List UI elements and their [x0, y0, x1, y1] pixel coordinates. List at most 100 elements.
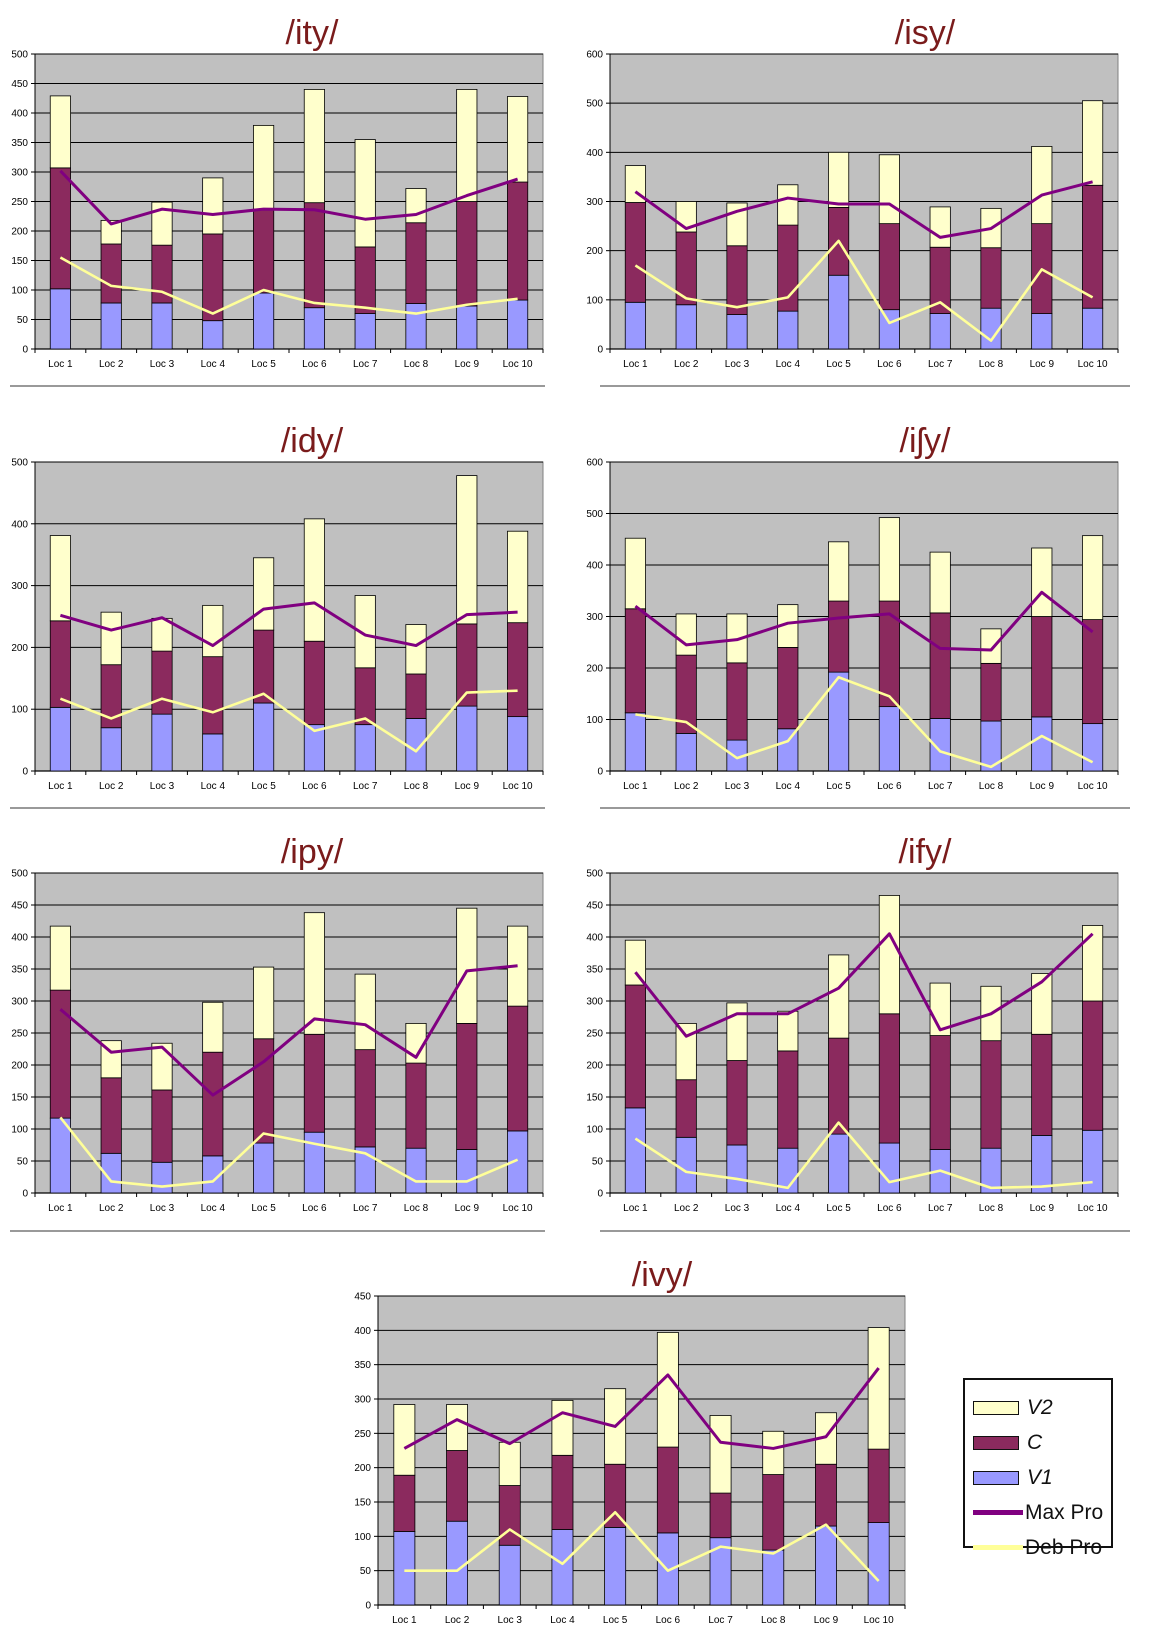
y-tick-label: 250: [11, 197, 28, 208]
bar-v1: [354, 724, 376, 772]
y-tick-label: 250: [586, 1029, 603, 1040]
bar-v2: [202, 604, 224, 658]
x-tick-label: Loc 1: [48, 781, 73, 792]
x-tick-label: Loc 10: [864, 1615, 894, 1626]
x-tick-label: Loc 6: [302, 1203, 327, 1214]
bar-v1: [777, 310, 799, 350]
x-tick-label: Loc 2: [674, 359, 699, 370]
bar-v2: [1082, 925, 1104, 1002]
legend-label-max: Max Pro: [1025, 1500, 1104, 1524]
bar-v1: [624, 301, 646, 350]
x-tick-label: Loc 6: [302, 359, 327, 370]
chart-title: /iʃy/: [900, 422, 952, 460]
x-tick-label: Loc 8: [404, 359, 429, 370]
bar-v2: [393, 1404, 416, 1476]
bar-v2: [726, 1002, 748, 1061]
chart-panel: /isy/0 100 200 300 400 500 600 Loc 1 Loc 2 Loc 3 L…: [586, 14, 1130, 387]
legend-item-c: C: [973, 1425, 1111, 1460]
y-tick-label: 200: [586, 1061, 603, 1072]
y-tick-label: 500: [11, 869, 28, 880]
bar-v2: [49, 95, 71, 169]
legend-item-deb: Deb Pro: [973, 1530, 1111, 1565]
line-deb-pro: [59, 1116, 519, 1188]
bar-v2: [777, 184, 799, 226]
line-deb-pro: [635, 675, 1094, 769]
x-tick-label: Loc 6: [877, 781, 902, 792]
y-tick-label: 300: [11, 997, 28, 1008]
bar-v1: [777, 728, 799, 772]
x-tick-label: Loc 10: [503, 359, 533, 370]
legend-item-max: Max Pro: [973, 1495, 1111, 1530]
legend-item-v1: V1: [973, 1460, 1111, 1495]
bar-c: [303, 640, 325, 726]
chart-panel: /ivy/0 50 100 150 200 250 300 350 400 450 Loc 1 Loc…: [354, 1256, 906, 1626]
y-tick-label: 300: [586, 612, 603, 623]
legend-swatch-v2: [973, 1400, 1019, 1415]
x-tick-label: Loc 4: [776, 359, 801, 370]
x-tick-label: Loc 10: [503, 1203, 533, 1214]
x-tick-label: Loc 6: [656, 1615, 681, 1626]
y-tick-label: 0: [365, 1601, 371, 1612]
y-tick-label: 300: [586, 997, 603, 1008]
bar-v2: [867, 1327, 890, 1450]
bar-v2: [456, 475, 478, 625]
bar-v2: [253, 966, 275, 1040]
y-tick-label: 150: [354, 1498, 371, 1509]
y-tick-label: 200: [354, 1463, 371, 1474]
bar-v1: [878, 309, 900, 350]
y-tick-label: 350: [11, 138, 28, 149]
line-deb-pro: [634, 1121, 1093, 1190]
x-tick-label: Loc 2: [99, 359, 124, 370]
bar-v2: [878, 517, 900, 602]
x-tick-label: Loc 6: [877, 1203, 902, 1214]
bar-v2: [202, 177, 224, 235]
bar-v2: [49, 535, 71, 622]
bar-c: [446, 1450, 468, 1522]
bar-c: [777, 1050, 799, 1149]
x-tick-label: Loc 4: [776, 781, 801, 792]
x-tick-label: Loc 2: [674, 1203, 699, 1214]
bar-v2: [1082, 100, 1104, 186]
bar-v2: [151, 201, 173, 246]
bar-v2: [456, 907, 478, 1024]
bar-v2: [1031, 146, 1053, 225]
line-max-pro: [634, 932, 1094, 1038]
bar-v2: [929, 206, 951, 248]
x-tick-label: Loc 3: [498, 1615, 523, 1626]
bar-v1: [253, 702, 275, 772]
bar-v1: [498, 1544, 521, 1606]
bar-v1: [1031, 313, 1053, 350]
bar-v2: [100, 611, 122, 666]
y-tick-label: 100: [11, 286, 28, 297]
bar-c: [726, 1060, 748, 1146]
bar-v1: [151, 1161, 173, 1194]
x-tick-label: Loc 10: [1078, 359, 1108, 370]
bar-v2: [100, 1040, 122, 1079]
bar-v2: [828, 151, 850, 208]
y-tick-label: 400: [354, 1326, 371, 1337]
bar-v1: [762, 1549, 785, 1606]
x-tick-label: Loc 5: [826, 781, 851, 792]
y-tick-label: 450: [586, 901, 603, 912]
chart-panel: /iʃy/0 100 200 300 400 500 600 Loc 1 Loc 2 Loc 3 L…: [586, 422, 1130, 809]
x-tick-label: Loc 1: [623, 359, 648, 370]
y-tick-label: 450: [11, 901, 28, 912]
bar-c: [878, 223, 900, 311]
bar-v1: [828, 274, 850, 350]
bar-c: [878, 600, 900, 708]
x-tick-label: Loc 9: [455, 1203, 480, 1214]
y-tick-label: 400: [11, 933, 28, 944]
bar-v2: [1082, 535, 1104, 620]
x-tick-label: Loc 8: [979, 1203, 1004, 1214]
x-tick-label: Loc 4: [201, 781, 226, 792]
chart-title: /ify/: [899, 833, 952, 871]
bar-c: [624, 984, 646, 1109]
line-deb-pro: [59, 689, 518, 753]
bar-v2: [253, 557, 275, 631]
x-tick-label: Loc 1: [48, 1203, 73, 1214]
bar-c: [675, 1079, 697, 1138]
bar-v2: [675, 1023, 697, 1081]
x-tick-label: Loc 9: [455, 781, 480, 792]
legend-swatch-v1: [973, 1470, 1019, 1485]
bar-c: [253, 629, 275, 704]
